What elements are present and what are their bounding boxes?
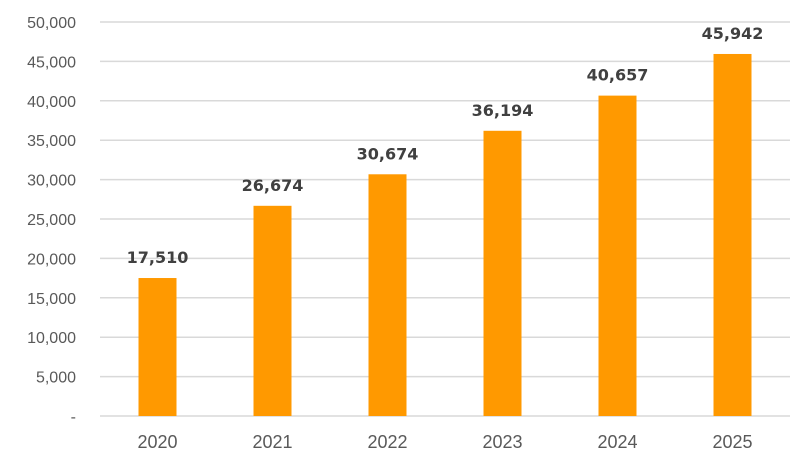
- data-label-2023: 36,194: [472, 101, 534, 120]
- bar-2020: [138, 278, 177, 416]
- data-label-2022: 30,674: [357, 144, 419, 163]
- gridlines: [100, 21, 790, 417]
- x-tick-label-2022: 2022: [367, 432, 407, 452]
- data-labels: 17,510 26,674 30,674 36,194 40,657 45,942: [127, 24, 764, 267]
- y-tick-label: 40,000: [27, 94, 76, 111]
- y-tick-label: 30,000: [27, 173, 76, 190]
- bar-2023: [483, 130, 522, 417]
- x-tick-label-2025: 2025: [712, 432, 752, 452]
- data-label-2021: 26,674: [242, 176, 304, 195]
- bar-2022: [368, 174, 407, 416]
- data-label-2025: 45,942: [702, 24, 764, 43]
- y-tick-label: 20,000: [27, 251, 76, 268]
- bar-2021: [253, 205, 292, 416]
- x-tick-label-2023: 2023: [482, 432, 522, 452]
- bar-2025: [713, 53, 752, 416]
- y-tick-label: 5,000: [36, 370, 76, 387]
- x-tick-label-2021: 2021: [252, 432, 292, 452]
- data-label-2020: 17,510: [127, 248, 189, 267]
- y-tick-label: 25,000: [27, 212, 76, 229]
- x-tick-label-2020: 2020: [137, 432, 177, 452]
- y-tick-label: 45,000: [27, 54, 76, 71]
- y-tick-label: 15,000: [27, 291, 76, 308]
- y-tick-label: 10,000: [27, 330, 76, 347]
- y-tick-label: 50,000: [27, 15, 76, 32]
- data-label-2024: 40,657: [587, 66, 649, 85]
- x-axis: 2020 2021 2022 2023 2024 2025: [137, 432, 752, 452]
- bar-2024: [598, 95, 637, 417]
- y-tick-label: 35,000: [27, 133, 76, 150]
- x-tick-label-2024: 2024: [597, 432, 637, 452]
- y-tick-label: -: [71, 409, 76, 426]
- bars: [138, 53, 752, 417]
- y-axis: - 5,000 10,000 15,000 20,000 25,000 30,000 35,0…: [27, 15, 76, 426]
